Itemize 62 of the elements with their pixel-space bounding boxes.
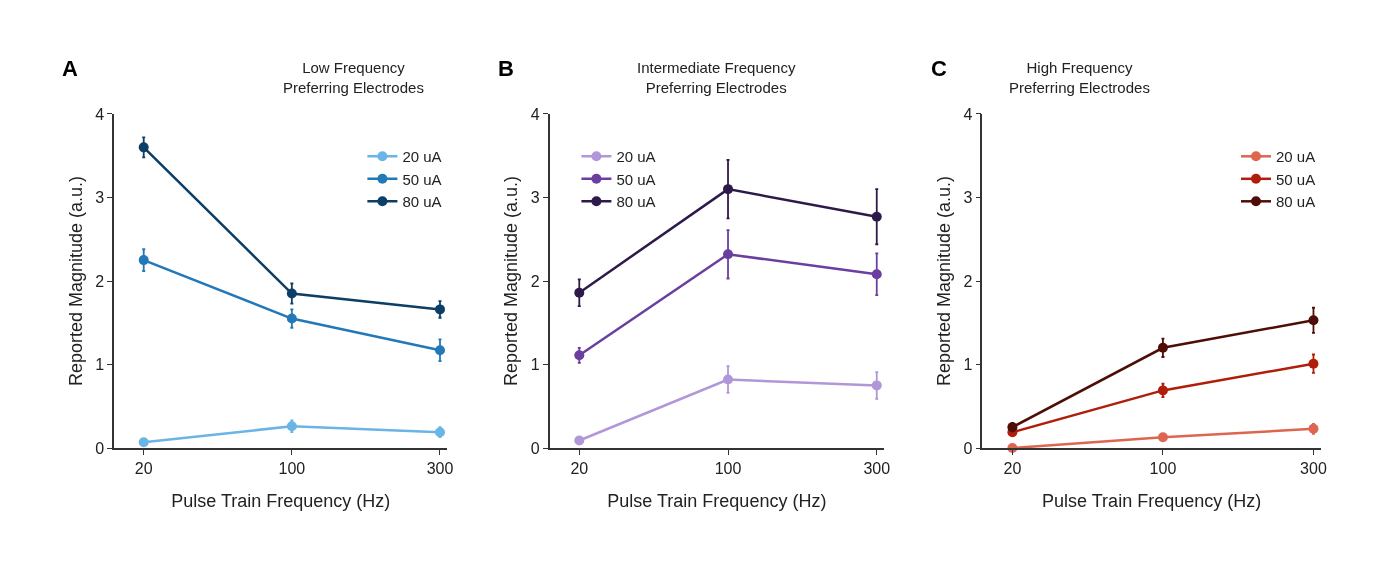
point: [286, 288, 297, 299]
x-axis-title: Pulse Train Frequency (Hz): [171, 490, 391, 511]
x-tick-label: 100: [278, 459, 306, 477]
legend-label: 80 uA: [616, 193, 656, 211]
x-tick-label: 100: [1149, 459, 1177, 477]
y-tick-label: 2: [95, 272, 105, 290]
y-tick-label: 1: [963, 356, 973, 374]
y-tick-label: 1: [95, 356, 105, 374]
text: A: [62, 56, 78, 81]
point: [574, 287, 585, 298]
y-tick-label: 3: [95, 189, 105, 207]
point: [574, 350, 585, 361]
point: [723, 184, 734, 195]
y-axis-title: Reported Magnitude (a.u.): [934, 175, 955, 387]
y-tick-label: 3: [963, 189, 973, 207]
y-tick-label: 2: [963, 272, 973, 290]
x-tick-label: 300: [426, 459, 454, 477]
y-tick-label: 4: [95, 105, 105, 123]
x-axis-title: Pulse Train Frequency (Hz): [1042, 490, 1262, 511]
y-tick-label: 0: [530, 439, 540, 457]
y-tick-label: 2: [530, 272, 540, 290]
x-axis-title: Pulse Train Frequency (Hz): [607, 490, 827, 511]
chart-title: Low Frequency Preferring Electrodes: [283, 59, 424, 96]
legend-label: 20 uA: [616, 148, 656, 166]
x-tick-label: 100: [714, 459, 742, 477]
chart-title: Intermediate Frequency Preferring Electrodes: [637, 59, 796, 96]
y-axis-title: Reported Magnitude (a.u.): [65, 175, 86, 387]
point: [723, 249, 734, 260]
point: [434, 345, 445, 356]
legend-label: 50 uA: [616, 170, 656, 188]
y-tick-label: 0: [963, 439, 973, 457]
point: [286, 313, 297, 324]
point: [723, 374, 734, 385]
x-tick-label: 300: [1300, 459, 1327, 477]
x-tick-label: 300: [863, 459, 891, 477]
y-tick-label: 3: [530, 189, 540, 207]
legend-label: 20 uA: [1275, 148, 1316, 166]
y-tick-label: 1: [530, 356, 540, 374]
point: [1308, 358, 1319, 369]
x-tick-label: 20: [1003, 459, 1022, 477]
text: C: [931, 56, 947, 81]
point: [871, 269, 882, 280]
y-tick-label: 4: [530, 105, 540, 123]
legend-label: 50 uA: [402, 170, 442, 188]
point: [871, 380, 882, 391]
x-tick-label: 20: [134, 459, 153, 477]
legend-label: 80 uA: [1275, 193, 1316, 211]
legend-label: 50 uA: [1275, 170, 1316, 188]
y-axis-title: Reported Magnitude (a.u.): [501, 175, 522, 387]
point: [138, 255, 149, 266]
text: B: [498, 56, 514, 81]
point: [138, 142, 149, 153]
chart-title: High Frequency Preferring Electrodes: [1009, 59, 1150, 96]
point: [1157, 342, 1168, 353]
point: [871, 211, 882, 222]
y-tick-label: 4: [963, 105, 973, 123]
point: [1308, 315, 1319, 326]
legend-label: 20 uA: [402, 148, 442, 166]
point: [434, 304, 445, 315]
x-tick-label: 20: [570, 459, 589, 477]
legend-label: 80 uA: [402, 193, 442, 211]
y-tick-label: 0: [95, 439, 105, 457]
